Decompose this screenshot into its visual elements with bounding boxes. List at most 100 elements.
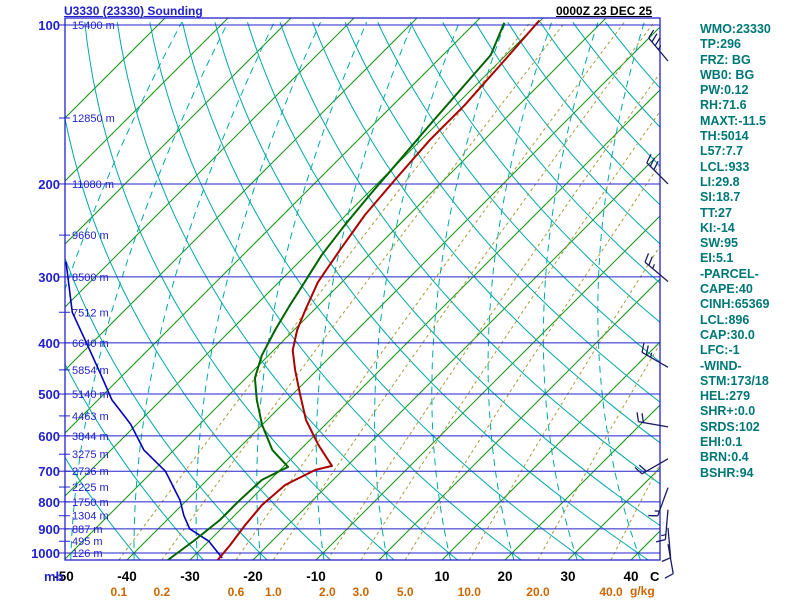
height-label: 8500 m <box>72 272 109 284</box>
height-label: 7512 m <box>72 307 109 319</box>
height-label: 1304 m <box>72 511 109 523</box>
chart-datetime: 0000Z 23 DEC 25 <box>556 4 653 18</box>
height-label: 6640 m <box>72 338 109 350</box>
height-labels: 15400 m 12850 m 11080 m 9660 m 8500 m 7512 m 6… <box>59 20 115 560</box>
temp-tick-label: 20 <box>497 569 512 584</box>
stat-line: TH:5014 <box>700 129 749 144</box>
stats-panel: WMO:23330 TP:296 FRZ: BG WB0: BG PW:0.12 RH:7… <box>700 22 798 481</box>
stat-line: EI:5.1 <box>700 251 734 266</box>
stat-line: BSHR:94 <box>700 465 754 480</box>
mixing-ratio-tick-label: 0.2 <box>153 585 170 599</box>
stat-line: HEL:279 <box>700 389 751 404</box>
isotherm-lines <box>65 18 660 560</box>
stat-line: TT:27 <box>700 205 732 220</box>
stat-line: LCL:896 <box>700 312 750 327</box>
stat-line: LFC:-1 <box>700 343 740 358</box>
height-label: 3275 m <box>72 449 109 461</box>
height-label: 126 m <box>72 548 103 560</box>
temp-tick-label: -20 <box>243 569 263 584</box>
height-label: 11080 m <box>72 179 114 191</box>
stat-line: -WIND- <box>700 358 742 373</box>
chart-title: U3330 (23330) Sounding <box>64 4 203 18</box>
temp-tick-label: 10 <box>434 569 449 584</box>
mixing-ratio-tick-label: 0.6 <box>228 585 245 599</box>
wind-barbs <box>634 29 674 579</box>
temp-tick-label: -30 <box>180 569 200 584</box>
temp-unit-label: C <box>650 569 660 584</box>
parcel-trace <box>65 261 223 559</box>
stat-line: SW:95 <box>700 236 738 251</box>
stat-line: MAXT:-11.5 <box>700 113 766 128</box>
height-label: 2736 m <box>72 466 109 478</box>
height-label: 495 m <box>72 536 103 548</box>
pressure-unit-label: mb <box>44 569 64 584</box>
pressure-tick-label: 600 <box>38 429 60 444</box>
stat-line: KI:-14 <box>700 220 735 235</box>
mixing-ratio-tick-label: 5.0 <box>397 585 414 599</box>
dry-adiabat-lines <box>65 21 660 560</box>
temp-tick-label: -50 <box>54 569 74 584</box>
stat-line: SI:18.7 <box>700 190 741 205</box>
mixing-ratio-tick-labels: 0.1 0.2 0.6 1.0 2.0 3.0 5.0 10.0 20.0 40.0 <box>111 585 623 599</box>
dewpoint-trace <box>167 22 506 560</box>
pressure-tick-label: 1000 <box>31 546 60 561</box>
stat-line: SRDS:102 <box>700 419 760 434</box>
pressure-tick-label: 100 <box>38 18 60 33</box>
stat-line: EHI:0.1 <box>700 435 743 450</box>
temperature-trace <box>216 19 541 560</box>
mixing-ratio-tick-label: 10.0 <box>458 585 482 599</box>
plot-frame <box>64 17 661 561</box>
stat-line: -PARCEL- <box>700 266 759 281</box>
pressure-tick-label: 700 <box>38 464 60 479</box>
mixing-ratio-tick-label: 3.0 <box>353 585 370 599</box>
mixing-ratio-tick-label: 40.0 <box>599 585 623 599</box>
height-label: 12850 m <box>72 113 115 125</box>
stat-line: WB0: BG <box>700 67 755 82</box>
stat-line: PW:0.12 <box>700 83 749 98</box>
height-label: 887 m <box>72 524 103 536</box>
temp-tick-label: 40 <box>623 569 638 584</box>
mixing-ratio-lines <box>118 21 660 560</box>
stat-line: RH:71.6 <box>700 98 747 113</box>
height-label: 15400 m <box>72 20 115 32</box>
height-label: 3844 m <box>72 431 109 443</box>
temp-tick-labels: -50 -40 -30 -20 -10 0 10 20 30 40 <box>54 569 638 584</box>
height-label: 5854 m <box>72 365 109 377</box>
stat-line: BRN:0.4 <box>700 450 749 465</box>
height-label: 5140 m <box>72 389 109 401</box>
temp-tick-label: 0 <box>375 569 383 584</box>
pressure-tick-label: 900 <box>38 522 60 537</box>
pressure-tick-label: 500 <box>38 387 60 402</box>
moist-adiabat-lines <box>65 21 645 560</box>
pressure-tick-labels: 100 200 300 400 500 600 700 800 900 1000 <box>31 18 60 561</box>
stat-line: FRZ: BG <box>700 52 751 67</box>
stat-line: STM:173/18 <box>700 373 769 388</box>
temp-tick-label: -10 <box>306 569 326 584</box>
pressure-tick-label: 200 <box>38 177 60 192</box>
mixing-ratio-tick-label: 2.0 <box>319 585 336 599</box>
mixing-unit-label: g/kg <box>630 584 655 598</box>
stat-line: LCL:933 <box>700 159 750 174</box>
isobar-lines <box>65 24 660 554</box>
stat-line: SHR+:0.0 <box>700 404 756 419</box>
temp-tick-label: 30 <box>560 569 575 584</box>
height-label: 2225 m <box>72 482 109 494</box>
stat-line: TP:296 <box>700 37 741 52</box>
pressure-tick-label: 400 <box>38 336 60 351</box>
stat-line: L57:7.7 <box>700 144 744 159</box>
stat-line: LI:29.8 <box>700 174 740 189</box>
stat-line: CINH:65369 <box>700 297 770 312</box>
stat-line: CAP:30.0 <box>700 327 755 342</box>
height-label: 9660 m <box>72 230 109 242</box>
height-label: 4463 m <box>72 411 109 423</box>
height-label: 1750 m <box>72 497 109 509</box>
mixing-ratio-tick-label: 1.0 <box>265 585 282 599</box>
mixing-ratio-tick-label: 0.1 <box>111 585 128 599</box>
temp-tick-label: -40 <box>117 569 137 584</box>
pressure-tick-label: 800 <box>38 495 60 510</box>
stat-line: CAPE:40 <box>700 282 753 297</box>
stat-line: WMO:23330 <box>700 22 771 36</box>
pressure-tick-label: 300 <box>38 270 60 285</box>
